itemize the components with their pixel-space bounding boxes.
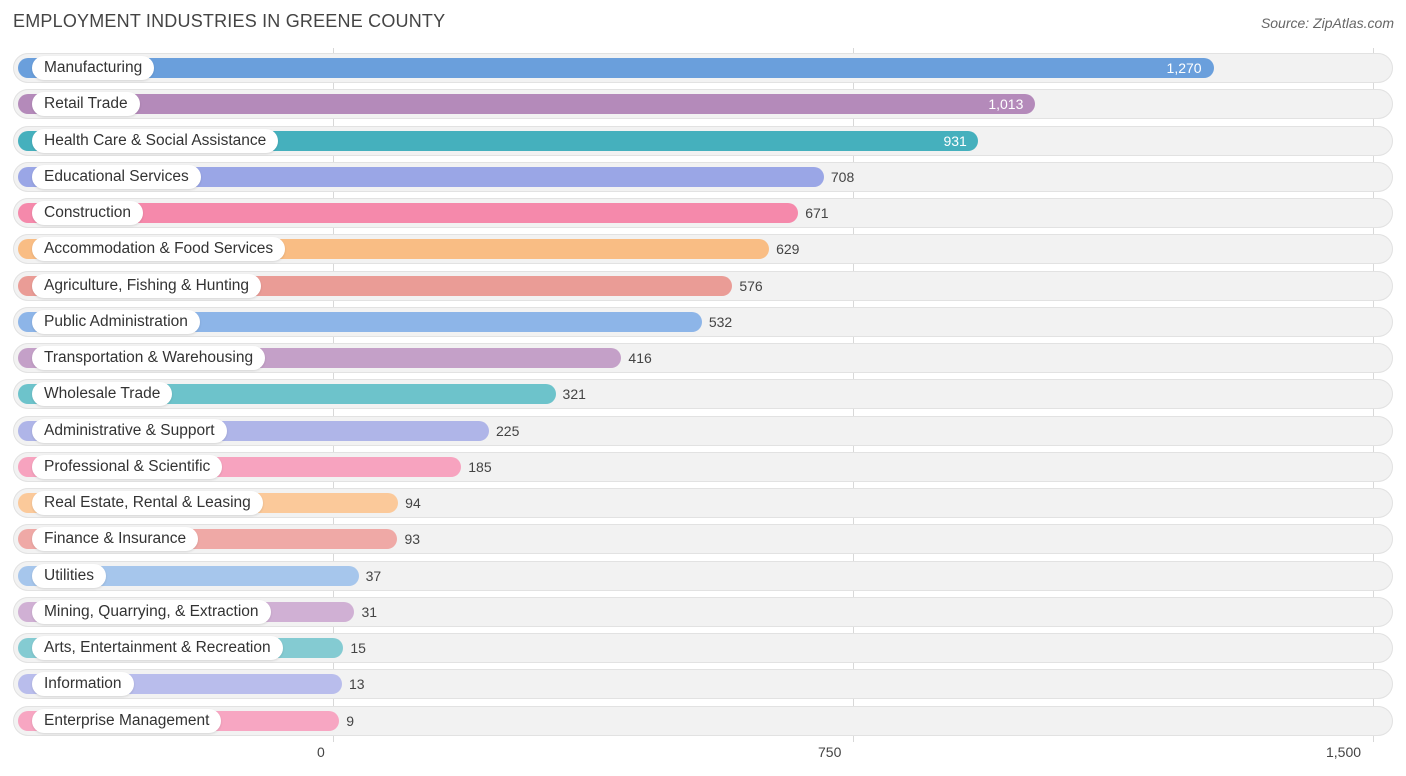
category-label: Educational Services	[32, 164, 201, 189]
bar	[18, 203, 799, 223]
value-label: 1,270	[1166, 60, 1202, 76]
category-label: Utilities	[32, 563, 106, 588]
value-label: 9	[346, 712, 355, 729]
value-label: 31	[361, 603, 378, 620]
x-tick-label: 1,500	[1326, 744, 1362, 760]
category-label: Retail Trade	[32, 92, 140, 117]
source-credit: Source: ZipAtlas.com	[1260, 15, 1394, 31]
category-label: Transportation & Warehousing	[32, 346, 266, 370]
category-label: Professional & Scientific	[32, 454, 223, 479]
value-label: 629	[776, 241, 800, 258]
value-label: 13	[349, 676, 365, 693]
value-label: 931	[943, 132, 967, 149]
value-label: 671	[805, 205, 829, 221]
value-label: 94	[405, 495, 421, 511]
category-label: Public Administration	[32, 309, 200, 334]
bar	[18, 166, 824, 187]
x-tick-label: 0	[317, 744, 325, 760]
value-label: 1,013	[988, 96, 1024, 113]
value-label: 15	[350, 640, 366, 656]
value-label: 532	[708, 313, 733, 330]
category-label: Finance & Insurance	[32, 527, 199, 552]
value-label: 93	[404, 531, 421, 548]
category-label: Enterprise Management	[32, 708, 222, 733]
bar	[18, 58, 1214, 78]
category-label: Mining, Quarrying, & Extraction	[32, 599, 271, 624]
value-label: 576	[739, 277, 763, 294]
category-label: Arts, Entertainment & Recreation	[32, 636, 283, 660]
category-label: Real Estate, Rental & Leasing	[32, 491, 263, 515]
value-label: 225	[496, 422, 520, 439]
category-label: Accommodation & Food Services	[32, 237, 286, 262]
value-label: 321	[562, 386, 586, 403]
category-label: Wholesale Trade	[32, 382, 173, 407]
x-tick-label: 750	[818, 744, 842, 760]
category-label: Agriculture, Fishing & Hunting	[32, 273, 262, 298]
value-label: 708	[830, 168, 855, 185]
category-label: Construction	[32, 201, 144, 225]
category-label: Administrative & Support	[32, 418, 227, 443]
value-label: 416	[628, 350, 652, 366]
category-label: Health Care & Social Assistance	[32, 128, 279, 153]
value-label: 37	[365, 567, 382, 584]
chart-title: EMPLOYMENT INDUSTRIES IN GREENE COUNTY	[13, 11, 446, 31]
category-label: Manufacturing	[32, 56, 155, 80]
value-label: 185	[468, 458, 492, 475]
bar	[18, 94, 1036, 115]
category-label: Information	[32, 672, 134, 697]
